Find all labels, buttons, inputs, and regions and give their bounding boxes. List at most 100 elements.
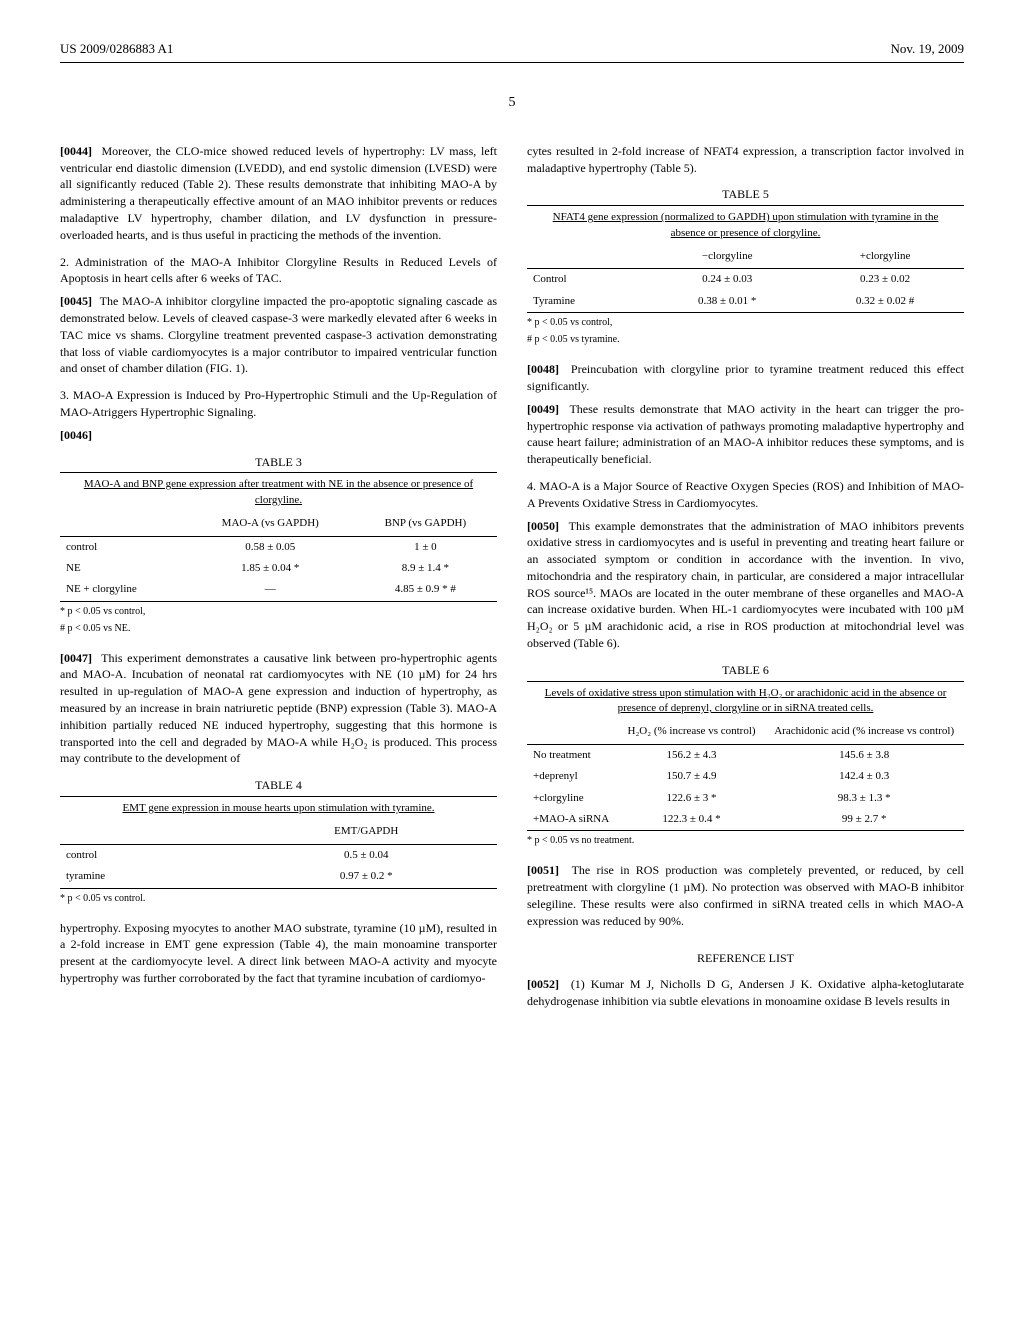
table-5-grid: −clorgyline +clorgyline Control 0.24 ± 0… (527, 245, 964, 313)
table-footnote: # p < 0.05 vs NE. (60, 622, 497, 636)
table-cell: 142.4 ± 0.3 (764, 766, 964, 787)
table-cell: — (187, 579, 354, 601)
table-row: NE 1.85 ± 0.04 * 8.9 ± 1.4 * (60, 558, 497, 579)
table-5: TABLE 5 NFAT4 gene expression (normalize… (527, 186, 964, 347)
table-cell: Control (527, 269, 648, 291)
paragraph-continuation: cytes resulted in 2-fold increase of NFA… (527, 143, 964, 177)
table-cell: +MAO-A siRNA (527, 809, 619, 831)
table-label: TABLE 4 (60, 777, 497, 794)
table-caption: Levels of oxidative stress upon stimulat… (527, 681, 964, 721)
section-3-title: 3. MAO-A Expression is Induced by Pro-Hy… (60, 387, 497, 421)
paragraph-0045: [0045] The MAO-A inhibitor clorgyline im… (60, 293, 497, 377)
table-cell: 0.97 ± 0.2 * (235, 866, 497, 888)
table-cell: 150.7 ± 4.9 (619, 766, 765, 787)
para-number: [0047] (60, 651, 92, 665)
reference-list-header: REFERENCE LIST (527, 950, 964, 967)
table-cell: +clorgyline (527, 788, 619, 809)
para-number: [0046] (60, 428, 92, 442)
table-footnote: * p < 0.05 vs control, (60, 605, 497, 619)
paragraph-0049: [0049] These results demonstrate that MA… (527, 401, 964, 468)
para-text: The MAO-A inhibitor clorgyline impacted … (60, 294, 497, 375)
content-columns: [0044] Moreover, the CLO-mice showed red… (60, 143, 964, 1016)
table-cell: tyramine (60, 866, 235, 888)
table-caption: MAO-A and BNP gene expression after trea… (60, 472, 497, 512)
table-row: +deprenyl 150.7 ± 4.9 142.4 ± 0.3 (527, 766, 964, 787)
table-footnote: * p < 0.05 vs control. (60, 892, 497, 906)
paragraph-0046: [0046] (60, 427, 497, 444)
table-row: No treatment 156.2 ± 4.3 145.6 ± 3.8 (527, 744, 964, 766)
para-number: [0044] (60, 144, 92, 158)
table-6: TABLE 6 Levels of oxidative stress upon … (527, 662, 964, 849)
table-header (60, 820, 235, 844)
patent-number: US 2009/0286883 A1 (60, 40, 173, 58)
section-2-title: 2. Administration of the MAO-A Inhibitor… (60, 254, 497, 288)
table-cell: 0.32 ± 0.02 # (806, 291, 964, 313)
para-text: Moreover, the CLO-mice showed reduced le… (60, 144, 497, 242)
right-column: cytes resulted in 2-fold increase of NFA… (527, 143, 964, 1016)
table-label: TABLE 6 (527, 662, 964, 679)
section-4-title: 4. MAO-A is a Major Source of Reactive O… (527, 478, 964, 512)
para-number: [0048] (527, 362, 559, 376)
para-number: [0052] (527, 977, 559, 991)
para-number: [0049] (527, 402, 559, 416)
table-cell: NE + clorgyline (60, 579, 187, 601)
table-cell: NE (60, 558, 187, 579)
table-cell: 1 ± 0 (354, 536, 497, 558)
para-text: The rise in ROS production was completel… (527, 863, 964, 927)
table-cell: 145.6 ± 3.8 (764, 744, 964, 766)
table-cell: 156.2 ± 4.3 (619, 744, 765, 766)
paragraph-0051: [0051] The rise in ROS production was co… (527, 862, 964, 929)
table-cell: control (60, 844, 235, 866)
table-cell: 0.38 ± 0.01 * (648, 291, 806, 313)
table-label: TABLE 5 (527, 186, 964, 203)
page-number: 5 (60, 93, 964, 113)
table-cell: control (60, 536, 187, 558)
table-header: EMT/GAPDH (235, 820, 497, 844)
para-number: [0050] (527, 519, 559, 533)
table-footnote: * p < 0.05 vs no treatment. (527, 834, 964, 848)
table-header (60, 512, 187, 536)
table-cell: 98.3 ± 1.3 * (764, 788, 964, 809)
table-cell: +deprenyl (527, 766, 619, 787)
para-text: Preincubation with clorgyline prior to t… (527, 362, 964, 393)
table-cell: 1.85 ± 0.04 * (187, 558, 354, 579)
para-text: This example demonstrates that the admin… (527, 519, 964, 651)
table-row: Tyramine 0.38 ± 0.01 * 0.32 ± 0.02 # (527, 291, 964, 313)
table-row: Control 0.24 ± 0.03 0.23 ± 0.02 (527, 269, 964, 291)
table-cell: 99 ± 2.7 * (764, 809, 964, 831)
para-number: [0051] (527, 863, 559, 877)
para-number: [0045] (60, 294, 92, 308)
table-caption: NFAT4 gene expression (normalized to GAP… (527, 205, 964, 245)
table-cell: 0.24 ± 0.03 (648, 269, 806, 291)
table-cell: Tyramine (527, 291, 648, 313)
table-cell: 122.3 ± 0.4 * (619, 809, 765, 831)
paragraph-0047: [0047] This experiment demonstrates a ca… (60, 650, 497, 768)
table-row: +clorgyline 122.6 ± 3 * 98.3 ± 1.3 * (527, 788, 964, 809)
table-4-grid: EMT/GAPDH control 0.5 ± 0.04 tyramine 0.… (60, 820, 497, 888)
table-header: −clorgyline (648, 245, 806, 269)
para-text: These results demonstrate that MAO activ… (527, 402, 964, 466)
paragraph-continuation: hypertrophy. Exposing myocytes to anothe… (60, 920, 497, 987)
paragraph-0052: [0052] (1) Kumar M J, Nicholls D G, Ande… (527, 976, 964, 1010)
left-column: [0044] Moreover, the CLO-mice showed red… (60, 143, 497, 1016)
para-text: This experiment demonstrates a causative… (60, 651, 497, 766)
paragraph-0048: [0048] Preincubation with clorgyline pri… (527, 361, 964, 395)
table-row: NE + clorgyline — 4.85 ± 0.9 * # (60, 579, 497, 601)
table-cell: 0.58 ± 0.05 (187, 536, 354, 558)
table-cell: 4.85 ± 0.9 * # (354, 579, 497, 601)
page-header: US 2009/0286883 A1 Nov. 19, 2009 (60, 40, 964, 63)
table-header: BNP (vs GAPDH) (354, 512, 497, 536)
table-cell: 0.5 ± 0.04 (235, 844, 497, 866)
publication-date: Nov. 19, 2009 (890, 40, 964, 58)
table-footnote: * p < 0.05 vs control, (527, 316, 964, 330)
table-row: control 0.5 ± 0.04 (60, 844, 497, 866)
table-3-grid: MAO-A (vs GAPDH) BNP (vs GAPDH) control … (60, 512, 497, 602)
para-text: (1) Kumar M J, Nicholls D G, Andersen J … (527, 977, 964, 1008)
table-header (527, 245, 648, 269)
table-header: MAO-A (vs GAPDH) (187, 512, 354, 536)
table-row: +MAO-A siRNA 122.3 ± 0.4 * 99 ± 2.7 * (527, 809, 964, 831)
table-row: control 0.58 ± 0.05 1 ± 0 (60, 536, 497, 558)
table-4: TABLE 4 EMT gene expression in mouse hea… (60, 777, 497, 905)
table-header: Arachidonic acid (% increase vs control) (764, 720, 964, 744)
table-row: tyramine 0.97 ± 0.2 * (60, 866, 497, 888)
